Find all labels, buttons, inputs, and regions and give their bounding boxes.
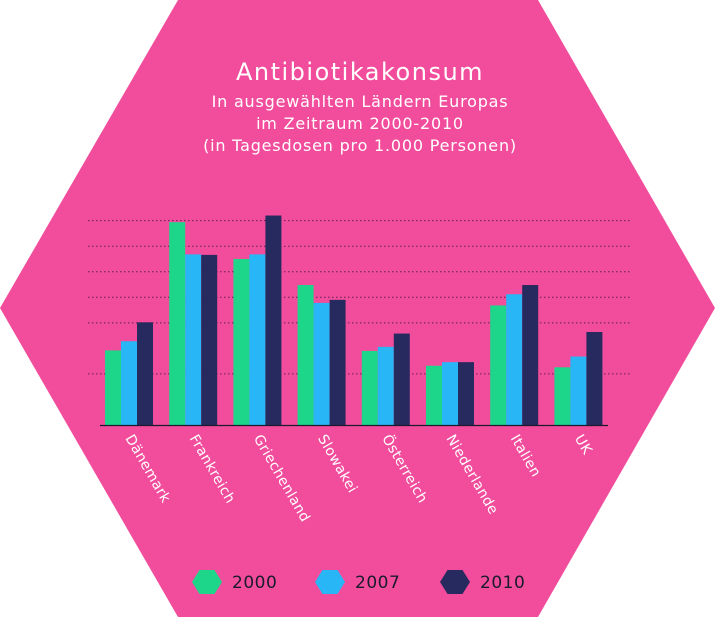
legend-marker-2010 [440,570,470,594]
bar-2007-3 [313,302,330,425]
bar-2000-7 [554,367,571,425]
legend-label-2000: 2000 [232,573,277,593]
bars [105,215,603,425]
bar-2007-5 [442,362,458,425]
bar-2007-2 [249,254,266,425]
bar-2007-1 [185,254,202,425]
bar-2010-1 [201,254,218,425]
bar-2010-7 [586,332,603,425]
chart-subtitle-line-2: im Zeitraum 2000-2010 [256,114,464,133]
title-block: Antibiotikakonsum In ausgewählten Länder… [203,58,517,155]
bar-2010-5 [458,362,474,425]
chart-subtitle-line-1: In ausgewählten Ländern Europas [212,92,509,111]
legend: 2000 2007 2010 [192,570,525,594]
bar-2007-6 [506,294,523,425]
bar-2010-6 [522,285,539,425]
bar-2010-0 [137,322,153,425]
legend-marker-2000 [192,570,222,594]
legend-label-2007: 2007 [355,573,400,593]
bar-2010-3 [329,299,346,425]
bar-2010-2 [265,215,282,425]
bar-2000-6 [490,305,507,425]
legend-marker-2007 [315,570,345,594]
bar-2000-2 [233,258,250,425]
bar-2000-5 [426,365,442,425]
bar-2010-4 [393,333,410,425]
bar-2007-4 [377,346,394,425]
chart-title: Antibiotikakonsum [236,58,484,86]
chart-subtitle-line-3: (in Tagesdosen pro 1.000 Personen) [203,136,517,155]
bar-2000-4 [361,350,378,425]
bar-2000-0 [105,350,121,425]
bar-2000-1 [169,222,186,425]
bar-2000-3 [297,285,314,425]
bar-2007-7 [570,356,587,425]
legend-label-2010: 2010 [480,573,525,593]
bar-2007-0 [121,341,137,425]
